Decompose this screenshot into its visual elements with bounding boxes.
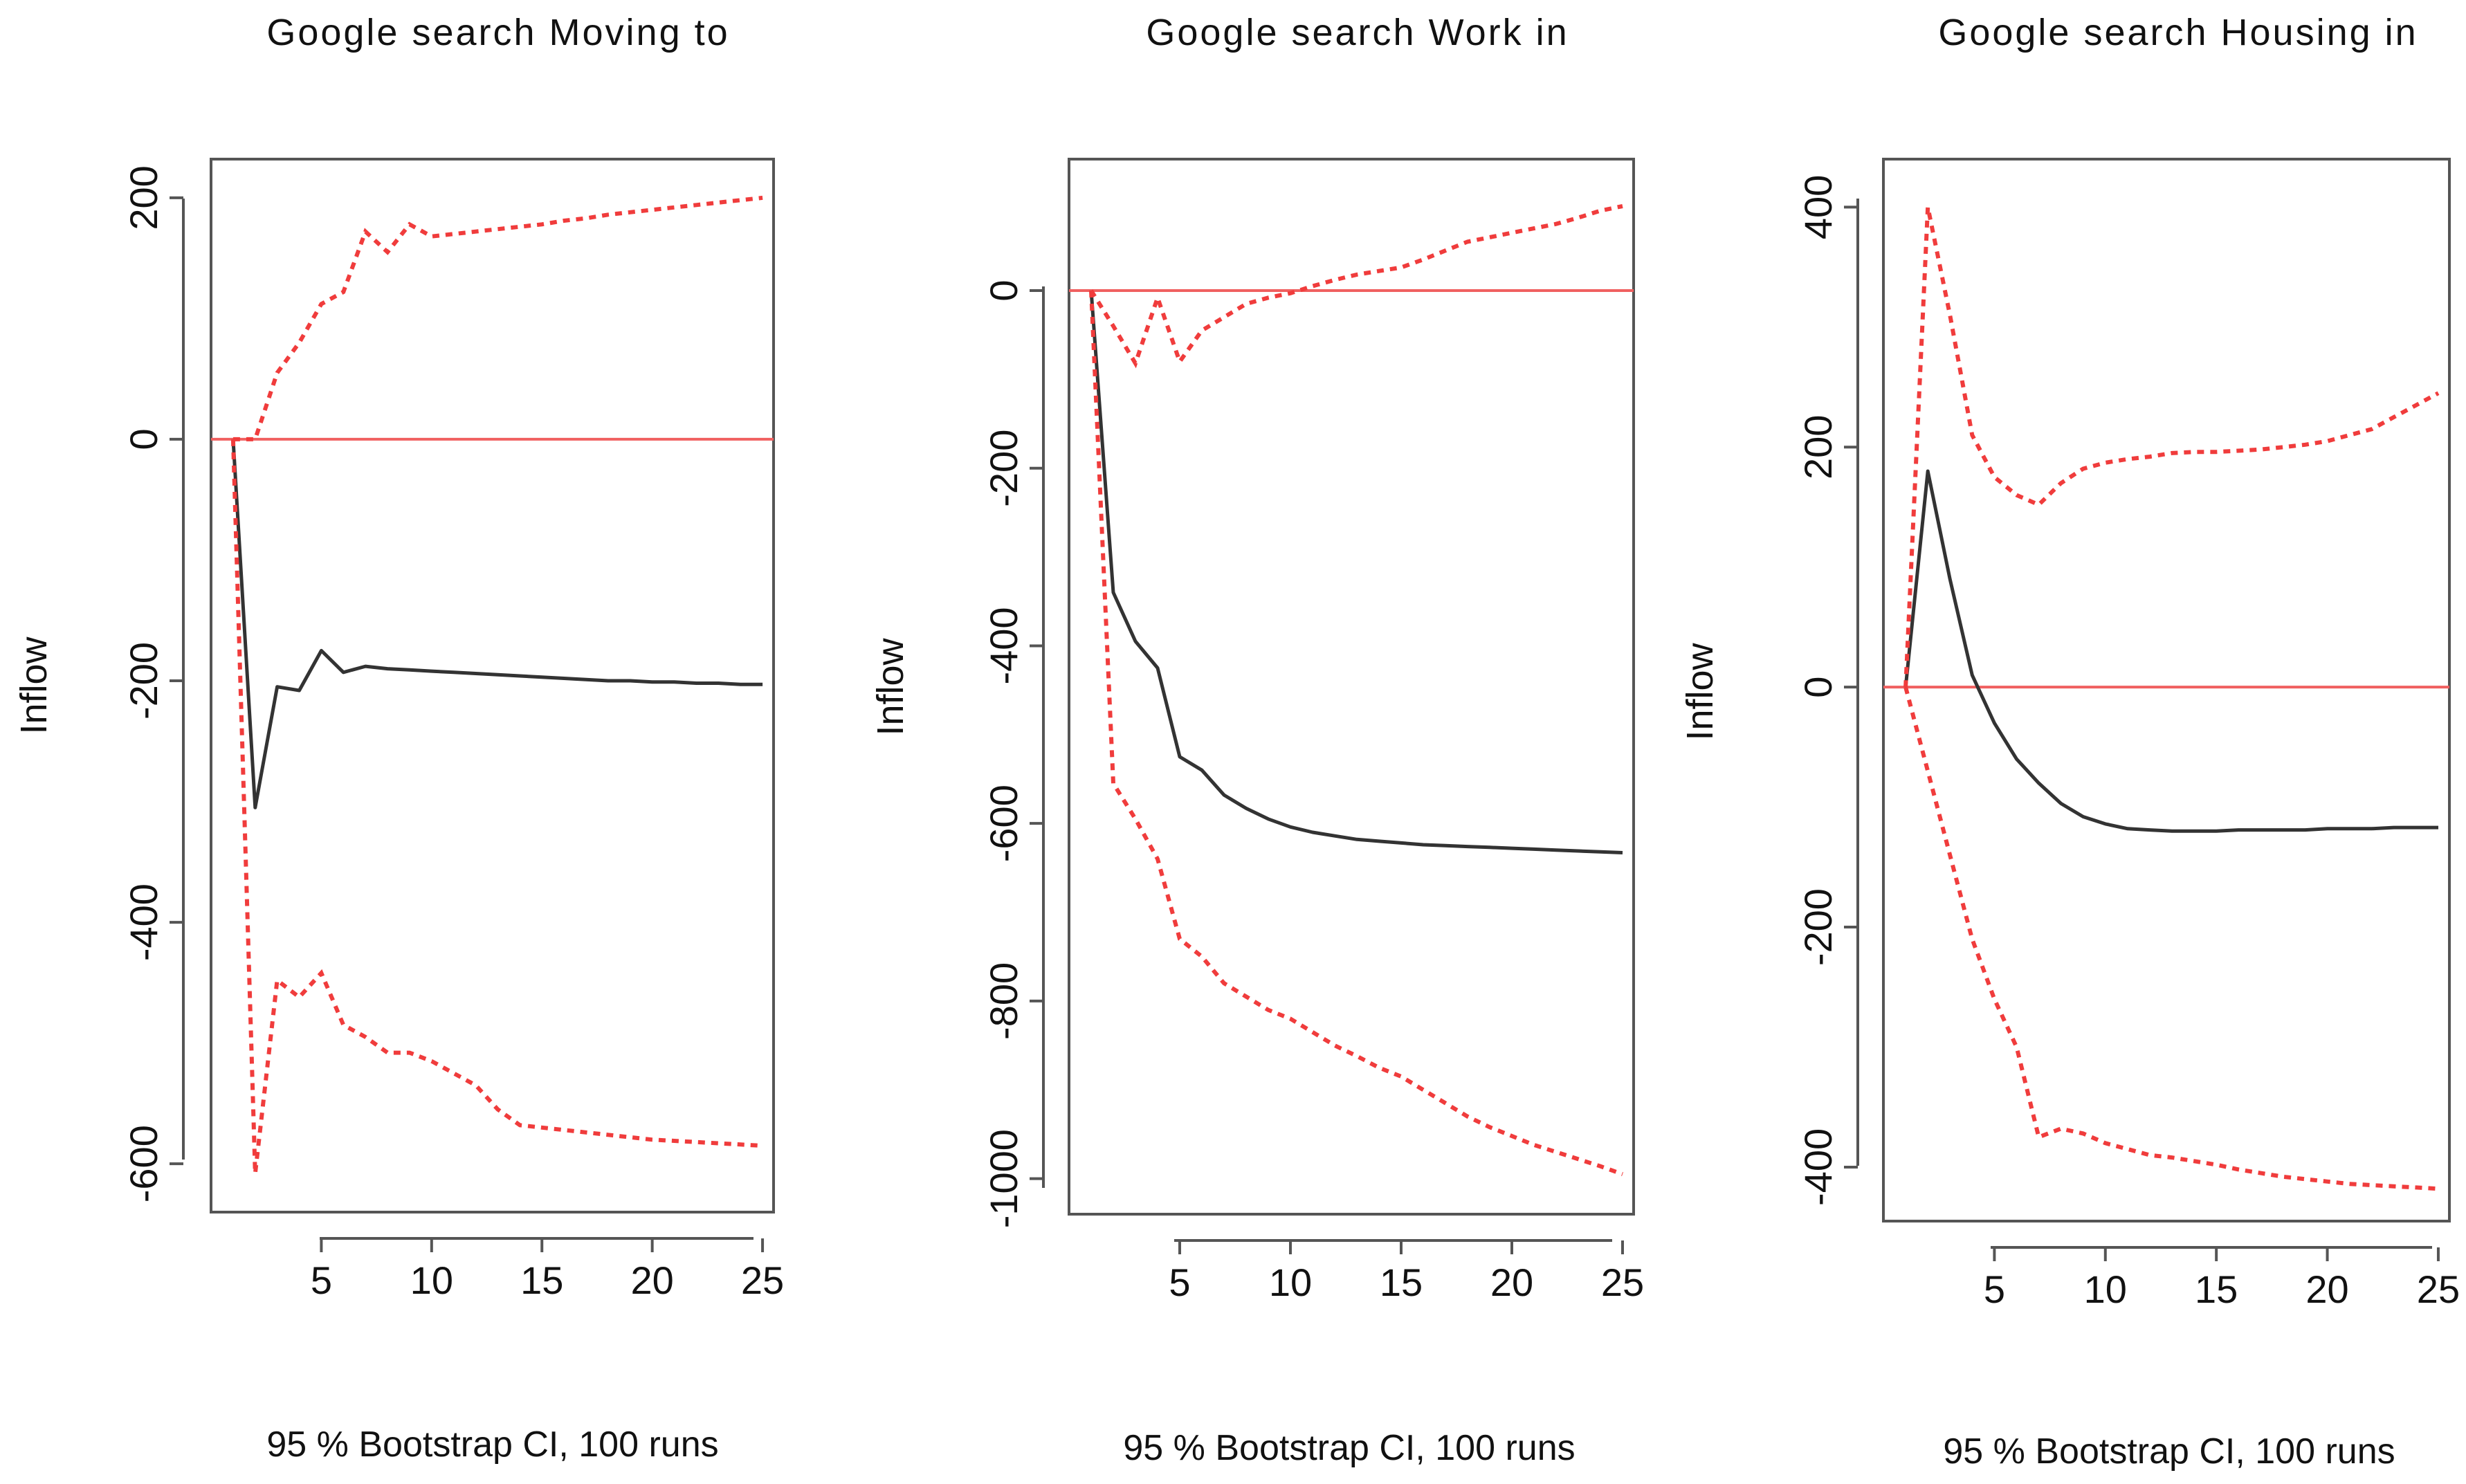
y-tick-label: -600 (122, 1125, 165, 1202)
x-tick-label: 5 (1984, 1267, 2005, 1311)
y-tick-label: -400 (1796, 1128, 1840, 1206)
upper-ci-line (1903, 206, 2440, 688)
x-tick-label: 5 (1169, 1261, 1190, 1304)
y-tick-label: -200 (982, 430, 1025, 507)
y-tick-label: -800 (982, 962, 1025, 1040)
x-tick-label: 25 (2417, 1267, 2460, 1311)
impulse-response-line (231, 439, 763, 809)
y-axis-label: Inflow (1679, 642, 1721, 740)
plot-frame (1882, 158, 2451, 1222)
y-tick-label: -200 (1796, 888, 1840, 966)
chart-title: Google search Housing in (1938, 12, 2418, 53)
x-axis-label: 95 % Bootstrap CI, 100 runs (266, 1425, 718, 1465)
lower-ci-line (230, 439, 763, 1174)
y-tick-label: -1000 (982, 1129, 1025, 1228)
impulse-response-line (1903, 469, 2438, 833)
y-tick-label: 0 (122, 428, 165, 450)
panel-moving-to: Google search Moving to -600 -400 -200 0 200… (13, 12, 784, 1465)
upper-ci-line (1089, 204, 1623, 369)
x-tick-label: 25 (741, 1258, 784, 1302)
x-tick-label: 10 (1269, 1261, 1312, 1304)
y-tick-label: 0 (1796, 677, 1840, 698)
plot-area: -600 -400 -200 0 200 5 10 15 20 25 (122, 165, 784, 1302)
x-tick-label: 20 (2305, 1267, 2348, 1311)
x-axis-label: 95 % Bootstrap CI, 100 runs (1943, 1431, 2395, 1472)
upper-ci-line (232, 195, 763, 441)
panel-work-in: Google search Work in -1000-800-600-400-… (870, 12, 1644, 1468)
x-tick-label: 10 (410, 1258, 453, 1302)
y-axis-label: Inflow (13, 636, 55, 734)
chart-title: Google search Moving to (266, 12, 729, 53)
x-axis-label: 95 % Bootstrap CI, 100 runs (1123, 1428, 1575, 1468)
plot-frame (210, 158, 775, 1213)
plot-area: -1000 -800 -600 -400 -200 0 5 10 15 20 25 (982, 204, 1644, 1304)
y-tick-label: -400 (982, 607, 1025, 684)
x-tick-label: 10 (2084, 1267, 2127, 1311)
y-tick-label: -200 (122, 642, 165, 720)
x-tick-label: 15 (520, 1258, 563, 1302)
lower-ci-line (1903, 686, 2439, 1191)
chart-title: Google search Work in (1146, 12, 1569, 53)
impulse-response-line (1089, 290, 1623, 854)
y-tick-label: -400 (122, 883, 165, 961)
x-tick-label: 5 (311, 1258, 332, 1302)
y-tick-label: 200 (1796, 415, 1840, 479)
x-tick-label: 15 (1380, 1261, 1423, 1304)
plot-area: -400 -200 0 200 400 5 10 15 20 25 (1796, 175, 2460, 1311)
x-tick-label: 20 (630, 1258, 673, 1302)
y-tick-label: 200 (122, 165, 165, 230)
plot-frame (1068, 158, 1635, 1216)
y-tick-label: 400 (1796, 175, 1840, 239)
y-axis-label: Inflow (870, 637, 911, 735)
x-tick-label: 20 (1490, 1261, 1533, 1304)
panel-housing-in: Google search Housing in -400 -200 0 200 400… (1679, 12, 2460, 1472)
x-tick-label: 15 (2195, 1267, 2238, 1311)
lower-ci-line (1089, 290, 1624, 1177)
x-tick-label: 25 (1601, 1261, 1644, 1304)
y-tick-label: 0 (982, 280, 1025, 301)
y-tick-label: -600 (982, 785, 1025, 862)
